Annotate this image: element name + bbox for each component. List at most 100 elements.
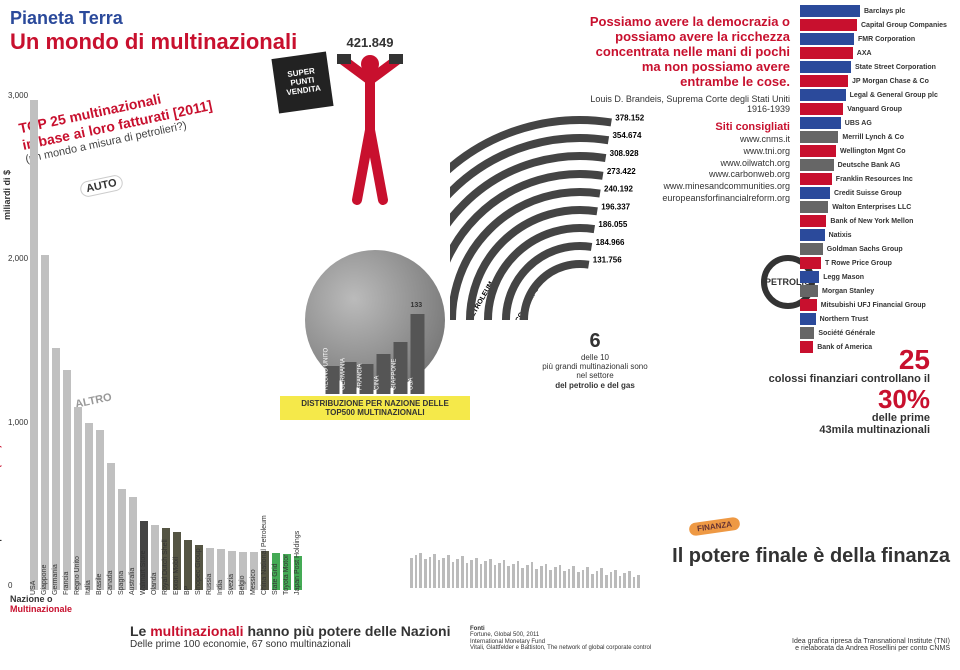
finanza-pill: FINANZA xyxy=(688,517,740,537)
finance-bar xyxy=(800,47,853,59)
finance-bar-row: Goldman Sachs Group xyxy=(800,243,960,255)
finance-bar xyxy=(800,173,832,185)
finance-bar xyxy=(800,103,843,115)
bar-walmart-store: Walmart Store xyxy=(140,521,148,590)
svg-text:378.152: 378.152 xyxy=(615,113,644,122)
petroleum-arcs: 378.152ROYAL DUTCH SHELL354.674EXXON MOB… xyxy=(450,60,710,320)
svg-text:184.966: 184.966 xyxy=(596,238,625,247)
credit: Idea grafica ripresa da Transnational In… xyxy=(792,638,950,652)
mini-bar xyxy=(517,561,520,588)
bar-label: Germania xyxy=(52,564,59,595)
bar-giappone: Giappone xyxy=(41,255,49,590)
mini-bar xyxy=(563,571,566,588)
bar-label: USA xyxy=(30,581,37,595)
finance-bar-label: Legal & General Group plc xyxy=(850,92,938,99)
bar-canada: Canada xyxy=(107,463,115,590)
y-tick: 0 xyxy=(8,581,12,590)
bar-svezia: Svezia xyxy=(228,551,236,590)
mini-bar xyxy=(623,573,626,588)
finance-bar-row: Credit Suisse Group xyxy=(800,187,960,199)
globe-bar: USA133 xyxy=(411,314,425,394)
finance-bar-row: Bank of America xyxy=(800,341,960,353)
mini-bar xyxy=(419,553,422,588)
title-line1: Pianeta Terra xyxy=(10,8,297,29)
mini-bar xyxy=(498,563,501,588)
mini-bar xyxy=(600,568,603,588)
mini-bar xyxy=(596,571,599,588)
bar-spagna: Spagna xyxy=(118,489,126,590)
finance-bar-label: Capital Group Companies xyxy=(861,22,947,29)
finance-bar xyxy=(800,33,854,45)
finance-bar xyxy=(800,187,830,199)
finance-bar-label: Natixis xyxy=(829,232,852,239)
mini-bar xyxy=(470,560,473,588)
mini-bar xyxy=(461,556,464,588)
globe-icon: REGNO UNITOGERMANIAFRANCIACINAGIAPPONEUS… xyxy=(305,250,445,390)
finance-bar-label: T Rowe Price Group xyxy=(825,260,892,267)
svg-text:240.192: 240.192 xyxy=(604,185,633,194)
mini-bar xyxy=(424,559,427,588)
finance-bar-row: Deutsche Bank AG xyxy=(800,159,960,171)
mini-bars xyxy=(410,548,640,588)
mini-bar xyxy=(507,566,510,588)
mini-bar xyxy=(559,565,562,588)
finance-bar-label: Bank of America xyxy=(817,344,872,351)
finance-bar-row: T Rowe Price Group xyxy=(800,257,960,269)
bar-label: Sinopec Group xyxy=(195,548,202,595)
finance-bar-row: Legal & General Group plc xyxy=(800,89,960,101)
finance-bar-label: Merrill Lynch & Co xyxy=(842,134,904,141)
bar-japan-post-holdings: Japan Post Holdings xyxy=(294,556,302,590)
mini-bar xyxy=(452,562,455,588)
bar-brasile: Brasile xyxy=(96,430,104,590)
bar-label: Russia xyxy=(206,574,213,595)
mini-bar xyxy=(605,575,608,588)
mini-bar xyxy=(415,555,418,588)
bar-label: Giappone xyxy=(41,565,48,595)
globe-bar-label: GIAPPONE xyxy=(392,359,398,390)
finance-bar-label: AXA xyxy=(857,50,872,57)
finance-bar xyxy=(800,61,851,73)
finance-bar-row: State Street Corporation xyxy=(800,61,960,73)
arc xyxy=(506,246,592,320)
mini-bar xyxy=(429,557,432,588)
top25-barchart: USAGiapponeGermaniaFranciaRegno UnitoIta… xyxy=(30,100,320,590)
bar-label: Australia xyxy=(129,568,136,595)
y-axis-label: miliardi di $ xyxy=(2,170,12,220)
bar-label: Belgio xyxy=(239,576,246,595)
finance-bar xyxy=(800,243,823,255)
finance-bar xyxy=(800,299,817,311)
finance-bars: Barclays plcCapital Group CompaniesFMR C… xyxy=(800,5,960,355)
finance-bar-label: Credit Suisse Group xyxy=(834,190,902,197)
finance-bar-label: Legg Mason xyxy=(823,274,864,281)
bar-australia: Australia xyxy=(129,497,137,590)
petrolio-note: 6 delle 10 più grandi multinazionali son… xyxy=(540,330,650,390)
finance-bar-label: Morgan Stanley xyxy=(822,288,874,295)
walmart-value: 421.849 xyxy=(320,35,420,50)
bar-label: BP xyxy=(184,586,191,595)
y-tick: 2,000 xyxy=(8,254,28,263)
finance-bar-label: Barclays plc xyxy=(864,8,905,15)
man-figure: 421.849 xyxy=(320,35,420,213)
finance-bar-row: Northern Trust xyxy=(800,313,960,325)
finance-bar xyxy=(800,257,821,269)
bar-label: Royal Dutch Shell xyxy=(162,539,169,595)
finance-bar xyxy=(800,327,814,339)
finance-bar xyxy=(800,285,818,297)
bar-usa: USA xyxy=(30,100,38,590)
bar-bp: BP xyxy=(184,540,192,590)
finance-bar-row: Barclays plc xyxy=(800,5,960,17)
page-title-block: Pianeta Terra Un mondo di multinazionali xyxy=(10,8,297,55)
mini-bar xyxy=(582,570,585,588)
mini-bar xyxy=(475,558,478,588)
mini-bar xyxy=(438,560,441,588)
finance-bar-row: Walton Enterprises LLC xyxy=(800,201,960,213)
finance-bar xyxy=(800,5,860,17)
finance-bar xyxy=(800,117,841,129)
mini-bar xyxy=(433,554,436,588)
finance-bar-row: UBS AG xyxy=(800,117,960,129)
distribution-caption: DISTRIBUZIONE PER NAZIONE DELLE TOP500 M… xyxy=(280,396,470,420)
finance-bar xyxy=(800,215,826,227)
mini-bar xyxy=(545,564,548,588)
bar-label: Italia xyxy=(85,580,92,595)
globe-bar: CINA xyxy=(377,354,391,394)
